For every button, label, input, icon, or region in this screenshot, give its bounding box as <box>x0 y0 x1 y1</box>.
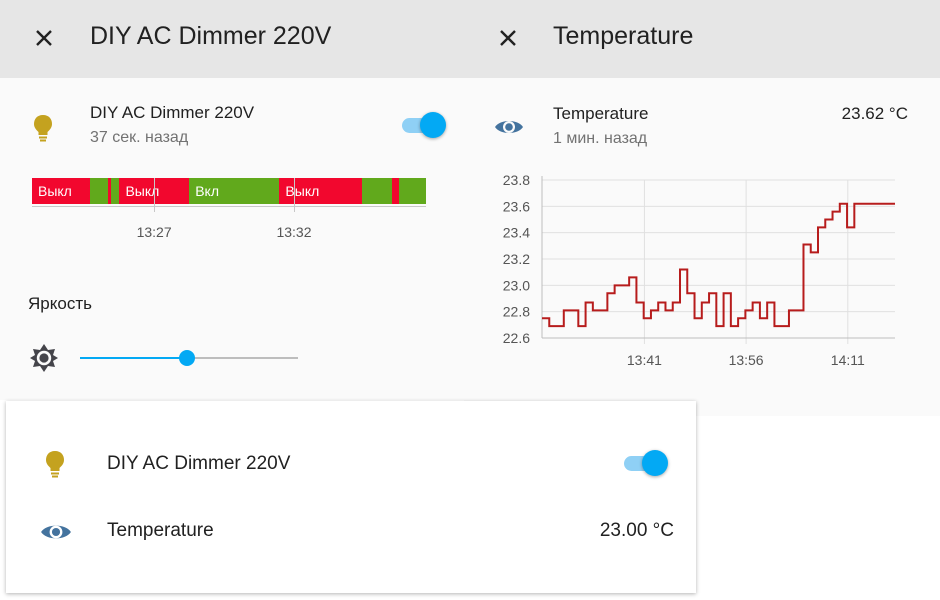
temperature-value: 23.62 °C <box>841 104 908 123</box>
right-dialog-body: Temperature 1 мин. назад 23.62 °C 23.8 23… <box>464 78 940 416</box>
left-dialog-header: DIY AC Dimmer 220V <box>0 0 464 78</box>
y-tick-label: 23.2 <box>503 251 530 267</box>
timeline-segment-label: Выкл <box>125 183 160 199</box>
last-changed: 37 сек. назад <box>90 129 189 146</box>
lightbulb-icon <box>46 451 64 478</box>
timeline-axis <box>32 206 426 207</box>
entity-name: Temperature <box>553 104 649 123</box>
y-tick-label: 23.0 <box>503 277 530 293</box>
y-tick-label: 23.4 <box>503 225 530 241</box>
card-power-toggle[interactable] <box>622 448 668 478</box>
temperature-series-line <box>542 202 895 328</box>
left-dialog-title: DIY AC Dimmer 220V <box>90 22 332 50</box>
brightness-slider[interactable] <box>80 348 298 368</box>
card-row-temperature-name[interactable]: Temperature <box>107 520 214 541</box>
entity-name: DIY AC Dimmer 220V <box>90 103 255 122</box>
power-toggle[interactable] <box>400 110 446 140</box>
x-tick-label: 13:56 <box>729 352 764 368</box>
timeline-tick-mark <box>154 178 156 212</box>
toggle-knob <box>420 112 446 138</box>
close-icon[interactable] <box>496 26 520 50</box>
y-tick-label: 22.6 <box>503 330 530 346</box>
timeline-segment-off: Выкл <box>279 178 362 204</box>
last-changed: 1 мин. назад <box>553 130 648 147</box>
timeline-segment-on: Вкл <box>189 178 280 204</box>
timeline-segment-label: Выкл <box>38 183 72 199</box>
x-tick-label: 13:41 <box>627 352 662 368</box>
y-tick-label: 23.8 <box>503 172 530 188</box>
timeline-ticks: 13:27 13:32 <box>32 178 426 246</box>
timeline-segment-label: Выкл <box>285 183 320 199</box>
brightness-label: Яркость <box>28 294 92 313</box>
history-timeline: ВыклВыклВыклВклВыкл <box>32 178 426 204</box>
close-icon[interactable] <box>32 26 56 50</box>
left-dialog-body: DIY AC Dimmer 220V 37 сек. назад Выкл Вык… <box>0 78 464 400</box>
toggle-knob <box>642 450 668 476</box>
brightness-icon <box>30 344 58 372</box>
timeline-tick-label: 13:27 <box>136 224 172 240</box>
y-tick-label: 22.8 <box>503 304 530 320</box>
timeline-segment-off: Выкл <box>32 178 91 204</box>
card-row-dimmer-name[interactable]: DIY AC Dimmer 220V <box>107 453 291 474</box>
timeline-segment-label: Вкл <box>195 183 219 199</box>
timeline-segment-off <box>391 178 399 204</box>
timeline-tick-mark <box>294 178 295 212</box>
temperature-chart: 23.8 23.6 23.4 23.2 23.0 22.8 22.6 13:41 13:56 14… <box>503 172 895 368</box>
timeline-segment-on <box>361 178 392 204</box>
x-tick-label: 14:11 <box>831 352 865 368</box>
card-row-temperature-value: 23.00 °C <box>599 520 674 541</box>
timeline-segment-on <box>111 178 120 204</box>
timeline-tick-label: 13:32 <box>276 224 312 240</box>
slider-thumb[interactable] <box>178 350 195 366</box>
y-tick-label: 23.6 <box>503 198 530 214</box>
right-dialog-header: Temperature <box>464 0 940 78</box>
timeline-segment-on <box>398 178 426 204</box>
timeline-segment-on <box>90 178 109 204</box>
slider-fill <box>80 357 187 359</box>
right-dialog-title: Temperature <box>553 22 694 50</box>
entities-card: DIY AC Dimmer 220V Temperature 23.00 °C <box>6 401 696 593</box>
lightbulb-icon <box>34 115 52 142</box>
eye-icon <box>41 525 71 539</box>
eye-icon <box>495 121 523 133</box>
